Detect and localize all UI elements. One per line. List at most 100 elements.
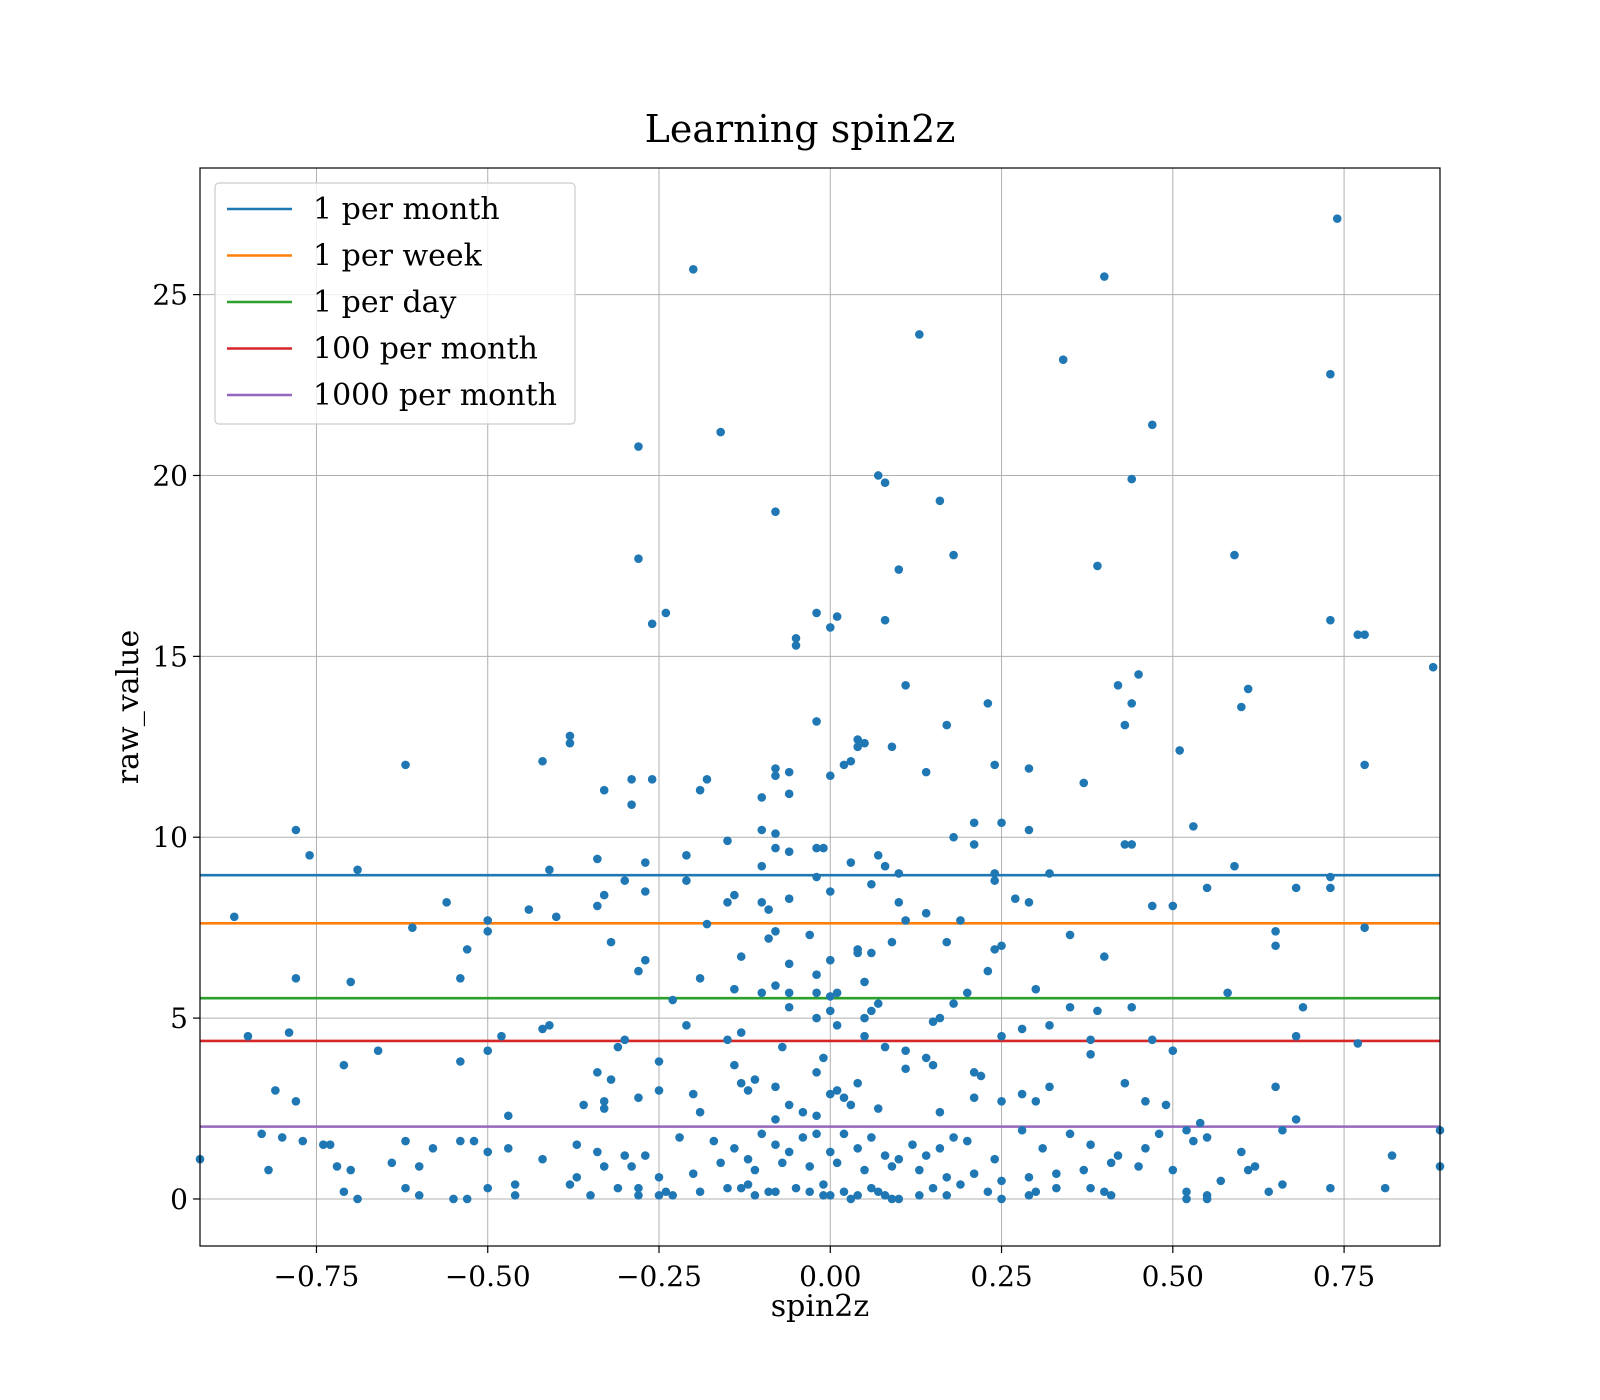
data-point (812, 970, 821, 979)
data-point (291, 1097, 301, 1106)
data-point (846, 756, 856, 766)
data-point (1024, 1172, 1034, 1182)
data-point (736, 952, 746, 961)
data-point (503, 1144, 513, 1153)
data-point (709, 1136, 719, 1146)
data-point (682, 851, 691, 860)
data-point (620, 1035, 630, 1045)
data-point (456, 1057, 465, 1066)
data-point (1079, 778, 1089, 788)
data-point (456, 1136, 465, 1146)
data-point (901, 1046, 910, 1055)
data-point (921, 767, 931, 777)
data-point (695, 1187, 705, 1197)
data-point (497, 1031, 506, 1041)
data-point (887, 937, 897, 947)
data-point (860, 738, 869, 748)
data-point (969, 1093, 979, 1102)
data-point (353, 865, 362, 875)
data-point (702, 919, 712, 929)
data-point (805, 1162, 815, 1171)
data-points (195, 214, 1445, 1204)
data-point (1141, 1097, 1150, 1106)
data-point (510, 1180, 520, 1189)
data-point (572, 1140, 582, 1150)
data-point (798, 1107, 808, 1117)
x-tick-label: −0.25 (616, 1260, 702, 1293)
data-point (784, 847, 794, 856)
data-point (764, 934, 773, 943)
data-point (743, 1154, 753, 1164)
data-point (873, 851, 883, 860)
data-point (997, 1097, 1006, 1106)
data-point (346, 1165, 356, 1175)
data-point (784, 1100, 794, 1110)
y-tick-label: 0 (170, 1183, 188, 1216)
data-point (599, 1162, 609, 1171)
data-point (1017, 1089, 1027, 1099)
data-point (771, 764, 780, 773)
data-point (832, 1086, 842, 1095)
data-point (449, 1194, 458, 1204)
data-point (545, 1021, 554, 1030)
data-point (1243, 1165, 1253, 1175)
data-point (627, 800, 636, 809)
data-point (702, 775, 712, 784)
data-point (771, 829, 780, 838)
data-point (976, 1071, 986, 1081)
data-point (1100, 952, 1109, 961)
data-point (401, 760, 410, 770)
data-point (969, 840, 979, 849)
x-tick-label: −0.75 (274, 1260, 360, 1293)
x-tick-label: 0.00 (799, 1260, 861, 1293)
data-point (332, 1162, 342, 1171)
data-point (1086, 1049, 1095, 1059)
data-point (339, 1060, 349, 1070)
data-point (880, 1151, 890, 1160)
data-point (778, 1158, 787, 1168)
data-point (784, 789, 794, 799)
data-point (538, 756, 547, 766)
data-point (928, 1183, 938, 1193)
data-point (1031, 1187, 1041, 1197)
data-point (894, 565, 904, 574)
data-point (997, 818, 1006, 828)
data-point (983, 1187, 993, 1197)
data-point (593, 854, 602, 864)
data-point (565, 1180, 575, 1189)
data-point (969, 1169, 979, 1178)
data-point (483, 1147, 493, 1157)
data-point (887, 1194, 897, 1204)
data-point (627, 1162, 636, 1171)
data-point (688, 1169, 698, 1178)
data-point (757, 825, 767, 835)
data-point (880, 861, 890, 871)
data-point (606, 937, 616, 947)
data-point (908, 1140, 917, 1150)
data-point (1182, 1125, 1191, 1135)
data-point (1106, 1191, 1116, 1200)
data-point (346, 977, 356, 987)
data-point (1360, 630, 1369, 639)
x-tick-label: 0.25 (970, 1260, 1032, 1293)
data-point (812, 717, 821, 726)
data-point (771, 507, 780, 516)
data-point (784, 988, 794, 998)
data-point (1264, 1187, 1274, 1197)
data-point (503, 1111, 513, 1121)
data-point (997, 1031, 1006, 1041)
data-point (1271, 926, 1280, 936)
data-point (819, 1191, 828, 1200)
data-point (1024, 764, 1034, 773)
data-point (832, 612, 842, 621)
data-point (771, 1140, 780, 1150)
data-point (860, 1013, 869, 1023)
data-point (825, 771, 835, 781)
data-point (832, 1158, 842, 1168)
data-point (846, 1194, 856, 1204)
data-point (839, 1093, 849, 1102)
data-point (1237, 702, 1246, 712)
data-point (291, 974, 301, 983)
x-axis-label: spin2z (771, 1289, 869, 1324)
data-point (1086, 1035, 1095, 1045)
